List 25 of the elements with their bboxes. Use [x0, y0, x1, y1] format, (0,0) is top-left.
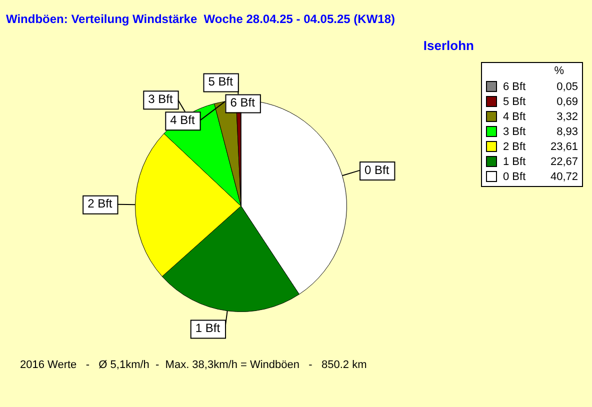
category-label: 4 Bft [170, 112, 195, 127]
legend-label: 1 Bft [503, 156, 527, 168]
legend-title: % [553, 65, 565, 79]
legend-label: 3 Bft [503, 126, 527, 138]
data-label: 3,32 [556, 110, 578, 122]
slice-label: 5 Bft [208, 74, 234, 89]
data-label: 22,67 [549, 156, 578, 168]
chart-subtitle: Iserlohn [423, 38, 474, 53]
data-label: 0,05 [556, 80, 578, 92]
data-label: 23,61 [549, 140, 578, 152]
text: 2016 Werte - Ø 5,1km/h - Max. 38,3km/h = Windböen - 850.2 km [20, 359, 367, 371]
chart-title: Windböen: Verteilung Windstärke Woche 28.04.25 - 04.05.25 (KW18) [6, 12, 396, 26]
data-label: 40,72 [549, 170, 578, 182]
legend-label: 5 Bft [503, 96, 527, 108]
legend-label: 0 Bft [503, 170, 527, 182]
category-label: 6 Bft [230, 96, 255, 110]
legend-label: 4 Bft [503, 110, 527, 122]
legend-label: 6 Bft [503, 80, 527, 92]
slice-label: 3 Bft [148, 92, 174, 106]
data-label: 0,69 [556, 96, 578, 108]
slice-label: 0 Bft [364, 162, 390, 177]
slice-label: 2 Bft [88, 196, 113, 211]
data-label: 8,93 [556, 126, 578, 138]
slice-label: 1 Bft [195, 321, 221, 336]
legend-label: 2 Bft [503, 140, 527, 152]
